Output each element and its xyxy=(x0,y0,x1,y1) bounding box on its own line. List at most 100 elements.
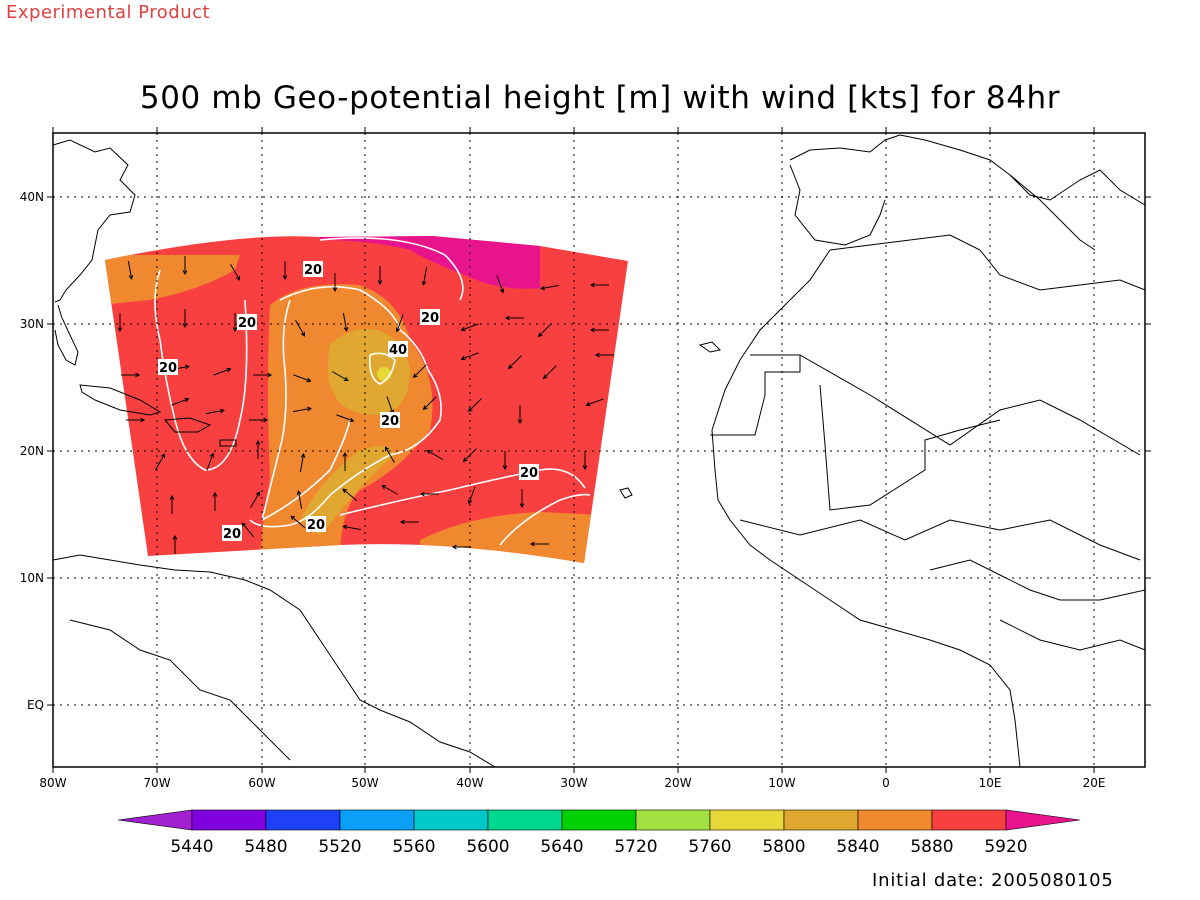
coastlines xyxy=(53,134,1145,767)
wind-arrow xyxy=(342,451,348,471)
height-field xyxy=(105,236,628,563)
wind-arrow xyxy=(342,313,349,332)
axis-labels: 80W 70W 60W 50W 40W 30W 20W 10W 0 10E 20… xyxy=(20,190,1106,790)
colorbar-swatch xyxy=(413,809,489,831)
wind-arrow xyxy=(169,494,175,514)
wind-arrow xyxy=(377,266,383,286)
wind-arrow xyxy=(537,323,552,338)
wind-arrow xyxy=(426,449,444,460)
experimental-product-label: Experimental Product xyxy=(6,2,211,23)
wind-arrow xyxy=(460,323,479,332)
wind-arrow xyxy=(381,484,399,495)
coast-italy xyxy=(1009,174,1096,251)
wind-arrow xyxy=(496,275,505,294)
wind-arrow xyxy=(172,534,178,554)
colorbar-label: 5600 xyxy=(466,837,509,857)
contour-label: 20 xyxy=(519,464,539,481)
border-sahara xyxy=(799,354,1141,456)
wind-arrow xyxy=(504,315,524,321)
contour-label-text: 20 xyxy=(159,361,177,376)
wind-arrow xyxy=(342,488,358,502)
wind-arrow xyxy=(342,524,361,531)
wind-arrow xyxy=(502,451,508,471)
wind-arrow xyxy=(467,486,476,505)
coast-canaries xyxy=(698,341,722,353)
contour-labels: 20 20 20 20 40 20 20 20 20 xyxy=(158,261,539,542)
wind-arrow xyxy=(253,372,273,378)
wind-arrow xyxy=(282,261,288,281)
wind-arrow xyxy=(182,256,188,276)
wind-arrow xyxy=(419,491,439,497)
colorbar-label: 5640 xyxy=(540,837,583,857)
colorbar-label: 5880 xyxy=(910,837,953,857)
colorbar-swatch xyxy=(709,809,785,831)
wind-arrow xyxy=(241,522,255,538)
contour-label-text: 20 xyxy=(304,263,322,278)
coast-florida xyxy=(54,304,79,366)
wind-arrow xyxy=(460,352,479,361)
lon-tick-label: 30W xyxy=(560,776,587,790)
colorbar-swatch xyxy=(783,809,859,831)
border-mali-algeria xyxy=(819,384,1001,511)
contour-label-text: 40 xyxy=(389,343,407,358)
tick-marks xyxy=(47,127,1151,773)
lon-tick-label: 20W xyxy=(664,776,691,790)
wind-arrow xyxy=(384,446,395,464)
map-title: 500 mb Geo-potential height [m] with win… xyxy=(139,80,1061,116)
wind-arrow xyxy=(155,453,166,471)
contour-label-text: 20 xyxy=(520,466,538,481)
contour-label: 20 xyxy=(222,525,242,542)
lat-tick-label: EQ xyxy=(27,698,44,712)
colorbar-swatch xyxy=(487,809,563,831)
isotach-contours xyxy=(154,237,591,546)
colorbar-swatch xyxy=(857,809,933,831)
border-sahel xyxy=(739,519,1141,561)
wind-arrow xyxy=(299,453,306,472)
colorbar-label: 5560 xyxy=(392,837,435,857)
colorbar-label: 5800 xyxy=(762,837,805,857)
colorbar-swatch xyxy=(339,809,415,831)
lon-tick-label: 60W xyxy=(248,776,275,790)
wind-arrow xyxy=(182,309,188,329)
wind-arrow xyxy=(589,282,609,288)
wind-arrow xyxy=(121,372,141,378)
field-5880-west xyxy=(105,255,240,305)
wind-arrow xyxy=(589,327,609,333)
coast-south-america xyxy=(53,554,496,767)
coast-europe xyxy=(789,134,1145,206)
wind-arrow xyxy=(336,414,355,423)
lon-tick-label: 70W xyxy=(143,776,170,790)
coast-cuba xyxy=(79,384,162,416)
coast-africa-north xyxy=(829,234,1145,291)
colorbar-label: 5760 xyxy=(688,837,731,857)
wind-arrow xyxy=(250,491,261,509)
wind-arrow xyxy=(421,267,428,286)
contour-label: 20 xyxy=(237,314,257,331)
colorbar-label: 5840 xyxy=(836,837,879,857)
coast-hispaniola xyxy=(163,417,212,433)
contour-label-text: 20 xyxy=(223,527,241,542)
colorbar-label: 5520 xyxy=(318,837,361,857)
wind-arrow xyxy=(519,489,525,509)
coast-puerto-rico xyxy=(219,439,237,447)
wind-arrow xyxy=(255,439,261,459)
lat-tick-label: 30N xyxy=(20,317,44,331)
colorbar-swatch xyxy=(931,809,1007,831)
contour-label-text: 20 xyxy=(421,311,439,326)
wind-arrow xyxy=(290,515,306,529)
initial-date-label: Initial date: 2005080105 xyxy=(872,870,1114,891)
wind-arrow xyxy=(117,313,123,333)
contour-label: 20 xyxy=(303,261,323,278)
colorbar-swatch xyxy=(561,809,637,831)
wind-arrow xyxy=(542,365,557,380)
wind-arrow xyxy=(293,406,312,413)
wind-arrow xyxy=(127,261,134,280)
lon-tick-label: 20E xyxy=(1083,776,1106,790)
wind-arrow xyxy=(451,544,471,550)
wind-arrow xyxy=(507,355,522,370)
wind-arrow xyxy=(293,374,312,383)
colorbar-low-arrow xyxy=(117,809,193,831)
colorbar-swatch xyxy=(635,809,711,831)
wind-arrow xyxy=(517,405,523,425)
